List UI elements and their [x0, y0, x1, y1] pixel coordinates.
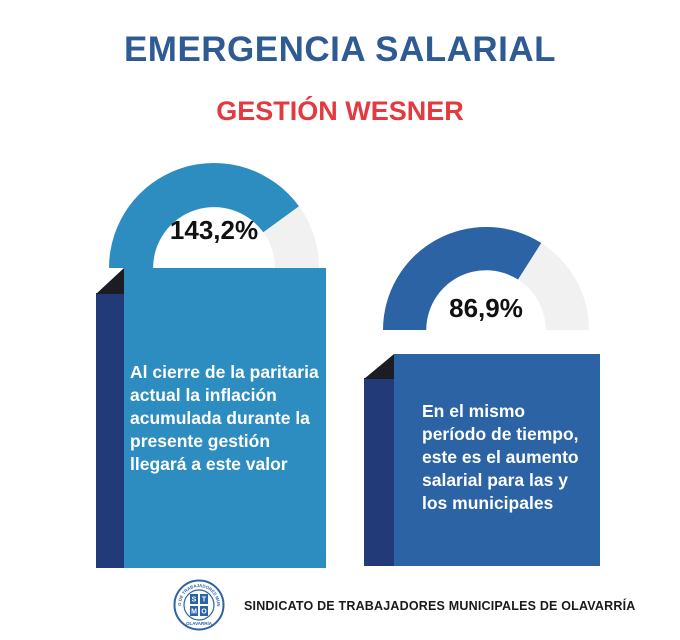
text-line: período de tiempo,	[422, 424, 579, 444]
footer: SINDICATO DE TRABAJADORES MUNICIPALES S …	[0, 572, 680, 632]
salary-percent: 86,9%	[449, 293, 523, 323]
logo-letter: S	[192, 597, 197, 604]
text-line: Al cierre de la paritaria	[130, 362, 319, 382]
text-line: salarial para las y	[422, 470, 568, 490]
salary-description: En el mismo período de tiempo, este es e…	[422, 400, 598, 515]
logo-letter: T	[202, 597, 207, 604]
panel-side	[96, 293, 124, 568]
salary-panel: En el mismo período de tiempo, este es e…	[364, 354, 600, 566]
union-logo-icon: SINDICATO DE TRABAJADORES MUNICIPALES S …	[173, 579, 225, 631]
gauge-fill	[383, 227, 542, 330]
panel-face	[124, 268, 326, 568]
page-subtitle: GESTIÓN WESNER	[216, 96, 464, 126]
inflation-percent: 143,2%	[169, 215, 259, 245]
panel-side	[364, 378, 394, 566]
text-line: los municipales	[422, 493, 554, 513]
inflation-panel: Al cierre de la paritaria actual la infl…	[96, 268, 326, 568]
inflation-description: Al cierre de la paritaria actual la infl…	[130, 361, 320, 476]
text-line: este es el aumento	[422, 447, 579, 467]
footer-text: SINDICATO DE TRABAJADORES MUNICIPALES DE…	[244, 599, 636, 613]
salary-gauge	[382, 222, 590, 330]
panel-face	[394, 354, 600, 566]
text-line: presente gestión	[130, 431, 271, 451]
text-line: acumulada durante la	[130, 408, 310, 428]
page-title: EMERGENCIA SALARIAL	[123, 30, 557, 69]
panel-fold	[96, 268, 124, 294]
logo-bottom-text: OLAVARRÍA	[186, 619, 213, 626]
gauge-fill	[109, 163, 299, 268]
text-line: actual la inflación	[130, 385, 277, 405]
logo-letter: O	[201, 609, 207, 616]
text-line: En el mismo	[422, 401, 526, 421]
panel-fold	[364, 354, 394, 379]
inflation-gauge	[108, 158, 320, 268]
logo-letter: M	[191, 609, 197, 616]
text-line: llegará a este valor	[130, 454, 288, 474]
